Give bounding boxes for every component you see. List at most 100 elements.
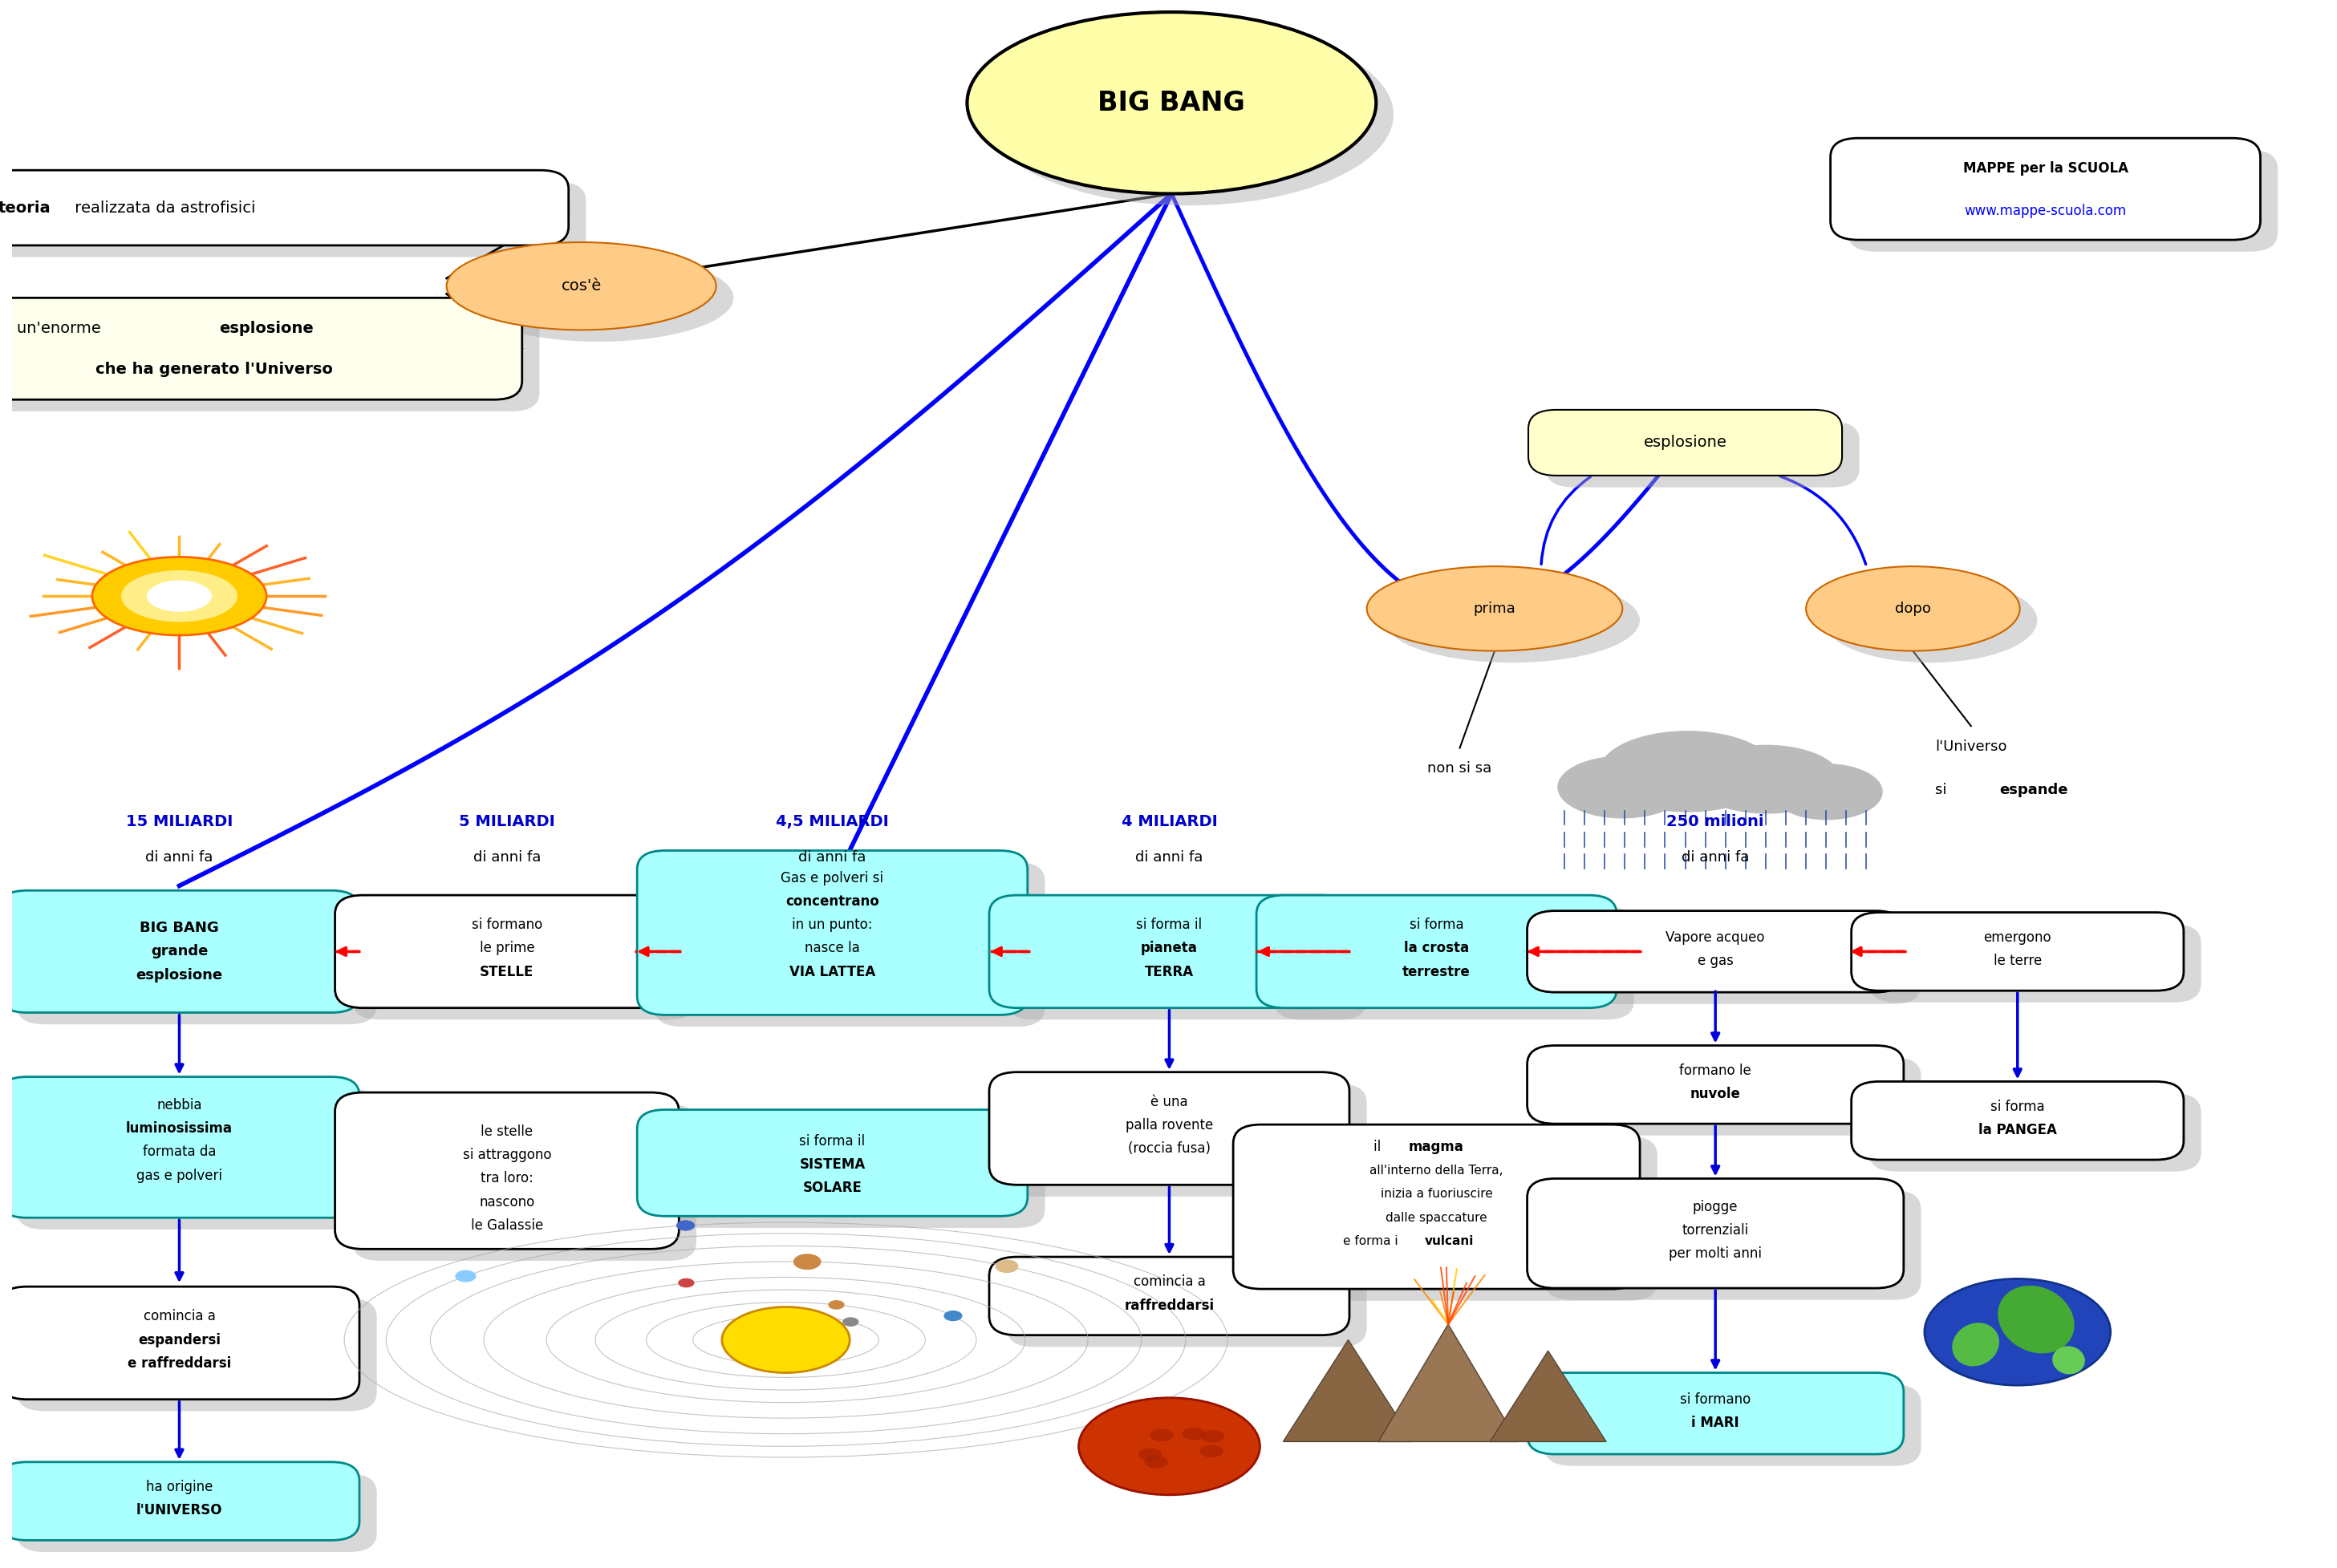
FancyBboxPatch shape xyxy=(1526,1046,1905,1124)
Text: palla rovente: palla rovente xyxy=(1126,1118,1213,1132)
Ellipse shape xyxy=(91,557,266,635)
Ellipse shape xyxy=(1199,1446,1222,1458)
Text: realizzata da astrofisici: realizzata da astrofisici xyxy=(70,201,255,215)
FancyBboxPatch shape xyxy=(16,1474,376,1552)
Text: terrestre: terrestre xyxy=(1402,964,1470,978)
Ellipse shape xyxy=(1150,1428,1173,1441)
Text: all'interno della Terra,: all'interno della Terra, xyxy=(1369,1165,1503,1176)
Text: di anni fa: di anni fa xyxy=(145,850,213,866)
Text: VIA LATTEA: VIA LATTEA xyxy=(790,964,876,978)
Text: vulcani: vulcani xyxy=(1426,1236,1475,1247)
FancyBboxPatch shape xyxy=(1545,1057,1921,1135)
Text: la crosta: la crosta xyxy=(1405,941,1470,955)
FancyBboxPatch shape xyxy=(1849,151,2279,251)
Text: emergono: emergono xyxy=(1984,930,2052,944)
Text: esplosione: esplosione xyxy=(136,967,222,982)
Ellipse shape xyxy=(1951,1323,1998,1366)
Text: le terre: le terre xyxy=(1993,953,2043,967)
FancyBboxPatch shape xyxy=(0,309,540,411)
Text: 4 MILIARDI: 4 MILIARDI xyxy=(1122,814,1218,829)
Text: le prime: le prime xyxy=(479,941,535,955)
Text: 15 MILIARDI: 15 MILIARDI xyxy=(126,814,234,829)
FancyBboxPatch shape xyxy=(1250,1137,1657,1301)
FancyBboxPatch shape xyxy=(1851,1082,2183,1160)
Text: MAPPE per la SCUOLA: MAPPE per la SCUOLA xyxy=(1963,162,2129,176)
FancyBboxPatch shape xyxy=(1007,1269,1367,1347)
FancyBboxPatch shape xyxy=(16,1088,376,1229)
Text: esplosione: esplosione xyxy=(220,321,313,336)
Ellipse shape xyxy=(1692,745,1842,814)
FancyBboxPatch shape xyxy=(654,862,1045,1027)
Text: si forma il: si forma il xyxy=(1136,917,1201,931)
Text: l'Universo: l'Universo xyxy=(1935,739,2007,754)
Ellipse shape xyxy=(1823,579,2038,663)
Text: le stelle: le stelle xyxy=(481,1124,533,1138)
Ellipse shape xyxy=(1926,1279,2110,1385)
Text: i MARI: i MARI xyxy=(1692,1416,1739,1430)
FancyBboxPatch shape xyxy=(989,1258,1348,1334)
Ellipse shape xyxy=(1556,756,1687,818)
Text: comincia a: comincia a xyxy=(143,1309,215,1323)
Text: è una: è una xyxy=(1150,1094,1187,1109)
FancyBboxPatch shape xyxy=(0,1461,360,1540)
Text: di anni fa: di anni fa xyxy=(1136,850,1204,866)
Ellipse shape xyxy=(122,571,238,622)
FancyBboxPatch shape xyxy=(0,171,568,245)
Text: la PANGEA: la PANGEA xyxy=(1977,1123,2057,1137)
Ellipse shape xyxy=(1998,1286,2075,1353)
Ellipse shape xyxy=(1807,566,2019,651)
FancyBboxPatch shape xyxy=(0,182,587,257)
Text: magma: magma xyxy=(1409,1140,1463,1154)
Text: nuvole: nuvole xyxy=(1690,1087,1741,1101)
FancyBboxPatch shape xyxy=(334,1093,680,1250)
Text: e gas: e gas xyxy=(1697,953,1734,967)
FancyBboxPatch shape xyxy=(0,891,360,1013)
Text: in un punto:: in un punto: xyxy=(792,917,872,931)
Text: nascono: nascono xyxy=(479,1195,535,1209)
FancyBboxPatch shape xyxy=(638,1110,1028,1217)
Ellipse shape xyxy=(984,24,1393,205)
Polygon shape xyxy=(1283,1339,1414,1441)
Text: 4,5 MILIARDI: 4,5 MILIARDI xyxy=(776,814,888,829)
Text: prima: prima xyxy=(1472,602,1517,616)
FancyBboxPatch shape xyxy=(1526,1179,1905,1289)
Text: ha origine: ha origine xyxy=(145,1480,213,1494)
Text: cos'è: cos'è xyxy=(561,279,601,293)
Text: l'UNIVERSO: l'UNIVERSO xyxy=(136,1504,222,1518)
FancyBboxPatch shape xyxy=(989,1073,1348,1185)
Text: esplosione: esplosione xyxy=(1643,434,1727,450)
Text: per molti anni: per molti anni xyxy=(1669,1247,1762,1261)
Text: tra loro:: tra loro: xyxy=(481,1171,533,1185)
Ellipse shape xyxy=(147,580,213,612)
Ellipse shape xyxy=(1145,1455,1168,1468)
Text: si formano: si formano xyxy=(1680,1392,1750,1406)
Text: espande: espande xyxy=(2000,782,2068,798)
Text: 250 milioni: 250 milioni xyxy=(1666,814,1764,829)
Text: si forma il: si forma il xyxy=(799,1134,865,1148)
Ellipse shape xyxy=(841,1317,858,1327)
Text: e raffreddarsi: e raffreddarsi xyxy=(129,1356,231,1370)
Ellipse shape xyxy=(1183,1427,1206,1439)
Text: www.mappe-scuola.com: www.mappe-scuola.com xyxy=(1965,204,2127,218)
Text: BIG BANG: BIG BANG xyxy=(1098,89,1246,116)
Text: di anni fa: di anni fa xyxy=(1683,850,1750,866)
Text: concentrano: concentrano xyxy=(785,894,879,908)
FancyBboxPatch shape xyxy=(16,902,376,1024)
Text: SISTEMA: SISTEMA xyxy=(799,1157,865,1171)
Text: raffreddarsi: raffreddarsi xyxy=(1124,1298,1215,1312)
Text: formata da: formata da xyxy=(143,1145,215,1159)
Text: un'enorme: un'enorme xyxy=(16,321,105,336)
Text: dalle spaccature: dalle spaccature xyxy=(1386,1212,1486,1223)
Polygon shape xyxy=(1491,1350,1606,1441)
FancyBboxPatch shape xyxy=(1870,1093,2201,1171)
Ellipse shape xyxy=(2052,1347,2085,1374)
Ellipse shape xyxy=(456,1270,477,1283)
FancyBboxPatch shape xyxy=(1545,1385,1921,1466)
FancyBboxPatch shape xyxy=(1526,911,1905,993)
Ellipse shape xyxy=(1201,1430,1225,1443)
FancyBboxPatch shape xyxy=(1830,138,2260,240)
Text: si forma: si forma xyxy=(1409,917,1463,931)
Ellipse shape xyxy=(792,1254,820,1270)
FancyBboxPatch shape xyxy=(0,1287,360,1399)
Text: 5 MILIARDI: 5 MILIARDI xyxy=(458,814,554,829)
